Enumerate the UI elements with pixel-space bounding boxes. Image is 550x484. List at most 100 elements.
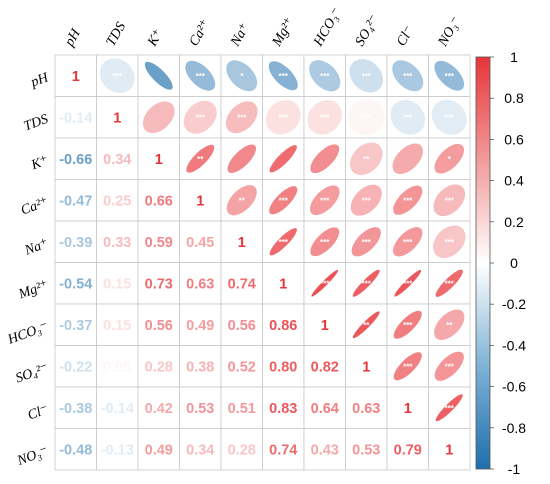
correlation-value: 1 <box>321 318 329 334</box>
correlation-ellipse <box>269 186 298 215</box>
significance-mark: *** <box>320 72 330 81</box>
matrix-cell <box>262 137 305 180</box>
cell-background <box>96 345 139 388</box>
matrix-cell: 0.34 <box>96 137 139 180</box>
correlation-ellipse <box>434 60 465 91</box>
correlation-value: 0.52 <box>228 359 256 375</box>
cell-background <box>137 303 180 346</box>
significance-mark: *** <box>445 238 455 247</box>
significance-mark: *** <box>403 113 413 122</box>
significance-mark: *** <box>445 404 455 413</box>
correlation-value: -0.37 <box>59 318 92 334</box>
legend-tick-label: -0.8 <box>502 420 526 436</box>
matrix-cell: *** <box>220 96 263 139</box>
matrix-cell: *** <box>428 96 471 139</box>
correlation-ellipse <box>435 394 463 422</box>
significance-mark: *** <box>196 72 206 81</box>
matrix-cell: *** <box>262 179 305 222</box>
matrix-cell: 0.74 <box>262 428 305 471</box>
cell-background <box>220 428 263 471</box>
correlation-value: 1 <box>155 152 163 168</box>
significance-mark: *** <box>403 238 413 247</box>
matrix-cell: 0.25 <box>96 179 139 222</box>
matrix-cell: -0.66 <box>54 137 97 180</box>
correlation-ellipse <box>99 58 135 94</box>
matrix-cell: *** <box>345 262 388 305</box>
correlation-ellipse <box>142 101 175 134</box>
matrix-cell: ** <box>220 179 263 222</box>
matrix-cell: 0.51 <box>220 386 263 429</box>
correlation-value: 0.25 <box>103 193 131 209</box>
correlation-ellipse <box>393 185 423 215</box>
significance-mark: * <box>240 72 244 81</box>
legend-tick-label: -0.4 <box>502 337 526 353</box>
cell-background <box>220 303 263 346</box>
matrix-cell: 0.86 <box>262 303 305 346</box>
matrix-cell: 0.28 <box>137 345 180 388</box>
matrix-cell: 0.49 <box>137 428 180 471</box>
row-label: K⁺ <box>29 153 51 173</box>
cell-background <box>179 303 222 346</box>
cell-background <box>96 179 139 222</box>
significance-mark: *** <box>403 362 413 371</box>
matrix-cell: *** <box>303 179 346 222</box>
correlation-value: 0.45 <box>186 235 214 251</box>
legend-color-bar <box>476 57 490 469</box>
correlation-ellipse <box>434 143 465 174</box>
cell-background <box>96 96 139 139</box>
matrix-cell: 0.82 <box>303 345 346 388</box>
matrix-cell: 1 <box>179 179 222 222</box>
matrix-cell: ** <box>345 137 388 180</box>
correlation-ellipse <box>352 311 380 339</box>
column-label: Na⁺ <box>228 21 253 50</box>
correlation-value: -0.13 <box>101 442 134 458</box>
cell-background <box>96 137 139 180</box>
matrix-cell: 1 <box>262 262 305 305</box>
correlation-ellipse <box>144 61 173 90</box>
matrix-cell: 1 <box>220 220 263 263</box>
matrix-cell: 1 <box>303 303 346 346</box>
cell-background <box>137 262 180 305</box>
correlation-value: 0.43 <box>311 442 339 458</box>
significance-mark: *** <box>362 72 372 81</box>
significance-mark: *** <box>403 279 413 288</box>
correlation-value: -0.54 <box>59 276 92 292</box>
matrix-cell: 0.42 <box>137 386 180 429</box>
matrix-cell: *** <box>386 345 429 388</box>
significance-mark: ** <box>363 321 370 330</box>
significance-mark: *** <box>362 279 372 288</box>
significance-mark: ** <box>446 321 453 330</box>
matrix-cell: 0.63 <box>345 386 388 429</box>
significance-mark: *** <box>445 72 455 81</box>
matrix-cell: 1 <box>137 137 180 180</box>
correlation-value: 0.34 <box>103 152 131 168</box>
correlation-value: 0.28 <box>145 359 173 375</box>
correlation-ellipse <box>309 60 341 92</box>
correlation-ellipse <box>431 99 467 135</box>
correlation-value: 0.33 <box>103 235 131 251</box>
cell-background <box>345 386 388 429</box>
matrix-cell: *** <box>428 386 471 429</box>
matrix-cell: -0.47 <box>54 179 97 222</box>
matrix-cell: -0.22 <box>54 345 97 388</box>
correlation-ellipse <box>265 99 301 135</box>
cell-background <box>345 428 388 471</box>
cell-background <box>54 428 97 471</box>
significance-mark: * <box>448 155 452 164</box>
cell-background <box>54 179 97 222</box>
correlation-ellipse <box>185 60 216 91</box>
significance-mark: *** <box>362 196 372 205</box>
correlation-value: 0.80 <box>269 359 297 375</box>
matrix-cell: 0.15 <box>96 262 139 305</box>
matrix-cell: 1 <box>428 428 471 471</box>
significance-mark: *** <box>279 238 289 247</box>
matrix-cell: 0.38 <box>179 345 222 388</box>
significance-mark: ** <box>239 196 246 205</box>
cell-background <box>303 428 346 471</box>
cell-background <box>96 428 139 471</box>
matrix-cell: *** <box>386 179 429 222</box>
correlation-ellipse <box>348 99 385 136</box>
cell-background <box>54 220 97 263</box>
cell-background <box>220 262 263 305</box>
matrix-cell: *** <box>262 220 305 263</box>
